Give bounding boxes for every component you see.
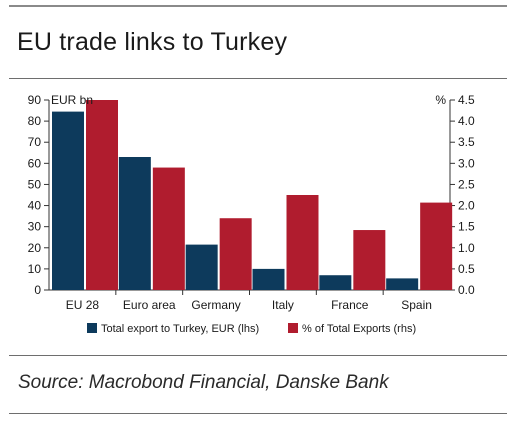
left-tick-label: 40 xyxy=(28,199,42,213)
right-tick-label: 0.0 xyxy=(458,283,475,297)
left-axis-unit-label: EUR bn xyxy=(51,93,93,107)
legend-label-rhs: % of Total Exports (rhs) xyxy=(302,323,416,335)
right-tick-label: 3.0 xyxy=(458,156,475,170)
legend-swatch-rhs xyxy=(288,323,298,333)
legend-swatch-lhs xyxy=(87,323,97,333)
x-tick-label: Italy xyxy=(272,298,294,312)
right-axis-unit-label: % xyxy=(435,93,446,107)
source-note: Source: Macrobond Financial, Danske Bank xyxy=(18,372,389,393)
x-tick-label: Spain xyxy=(401,298,432,312)
left-tick-label: 0 xyxy=(34,283,41,297)
left-tick-label: 80 xyxy=(28,114,42,128)
bar-lhs-eu-28 xyxy=(52,111,84,290)
bar-chart: 0 10 20 30 40 50 60 70 80 90 0.0 0.5 1.0 1.5 2.0 2.5 3.0… xyxy=(28,93,475,335)
right-tick-label: 2.0 xyxy=(458,199,475,213)
right-tick-label: 4.5 xyxy=(458,93,475,107)
bar-lhs-spain xyxy=(386,278,419,290)
left-tick-label: 90 xyxy=(28,93,42,107)
left-tick-label: 30 xyxy=(28,220,42,234)
bar-rhs-spain xyxy=(420,202,453,290)
left-tick-label: 10 xyxy=(28,262,42,276)
bar-lhs-euro-area xyxy=(118,157,151,290)
chart-title: EU trade links to Turkey xyxy=(17,28,288,56)
bottom-rule xyxy=(9,413,507,414)
right-tick-label: 3.5 xyxy=(458,135,475,149)
left-tick-label: 20 xyxy=(28,241,42,255)
x-tick-label: Euro area xyxy=(123,298,176,312)
bar-lhs-italy xyxy=(252,268,285,290)
left-tick-label: 60 xyxy=(28,156,42,170)
right-tick-label: 1.0 xyxy=(458,241,475,255)
bar-lhs-germany xyxy=(185,244,218,290)
left-tick-label: 70 xyxy=(28,135,42,149)
top-rule xyxy=(9,5,507,7)
right-tick-label: 4.0 xyxy=(458,114,475,128)
bar-rhs-eu-28 xyxy=(86,100,118,290)
bar-rhs-italy xyxy=(286,195,319,290)
bar-rhs-germany xyxy=(219,218,252,290)
right-tick-label: 2.5 xyxy=(458,177,475,191)
bar-rhs-euro-area xyxy=(152,167,185,290)
right-tick-label: 1.5 xyxy=(458,220,475,234)
x-tick-label: Germany xyxy=(191,298,240,312)
right-tick-label: 0.5 xyxy=(458,262,475,276)
legend-label-lhs: Total export to Turkey, EUR (lhs) xyxy=(101,323,259,335)
chart-area: 0 10 20 30 40 50 60 70 80 90 0.0 0.5 1.0 1.5 2.0 2.5 3.0… xyxy=(9,78,507,356)
bar-rhs-france xyxy=(353,230,386,290)
x-tick-label: France xyxy=(331,298,369,312)
x-tick-label: EU 28 xyxy=(66,298,100,312)
left-tick-label: 50 xyxy=(28,177,42,191)
bar-lhs-france xyxy=(319,275,352,290)
